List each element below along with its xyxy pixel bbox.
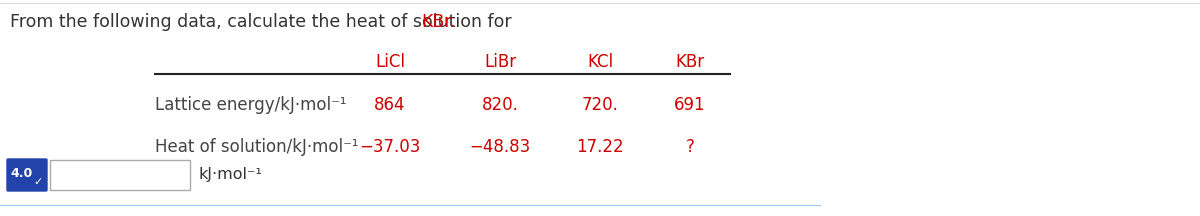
- Text: 691: 691: [674, 96, 706, 114]
- Text: KBr.: KBr.: [421, 13, 456, 31]
- Text: KCl: KCl: [587, 53, 613, 71]
- Text: ?: ?: [685, 138, 695, 156]
- Text: 820.: 820.: [481, 96, 518, 114]
- FancyBboxPatch shape: [7, 159, 47, 191]
- Text: LiBr: LiBr: [484, 53, 516, 71]
- Text: 17.22: 17.22: [576, 138, 624, 156]
- Text: −48.83: −48.83: [469, 138, 530, 156]
- Text: From the following data, calculate the heat of solution for: From the following data, calculate the h…: [10, 13, 517, 31]
- Text: Lattice energy/kJ·mol⁻¹: Lattice energy/kJ·mol⁻¹: [155, 96, 347, 114]
- Text: LiCl: LiCl: [374, 53, 406, 71]
- Text: Heat of solution/kJ·mol⁻¹: Heat of solution/kJ·mol⁻¹: [155, 138, 359, 156]
- Text: 4.0: 4.0: [10, 167, 32, 180]
- FancyBboxPatch shape: [50, 160, 190, 190]
- Text: −37.03: −37.03: [359, 138, 421, 156]
- Text: KBr: KBr: [676, 53, 704, 71]
- Text: 720.: 720.: [582, 96, 618, 114]
- Text: kJ·mol⁻¹: kJ·mol⁻¹: [198, 167, 262, 183]
- Text: ✓: ✓: [32, 177, 42, 187]
- Text: 864: 864: [374, 96, 406, 114]
